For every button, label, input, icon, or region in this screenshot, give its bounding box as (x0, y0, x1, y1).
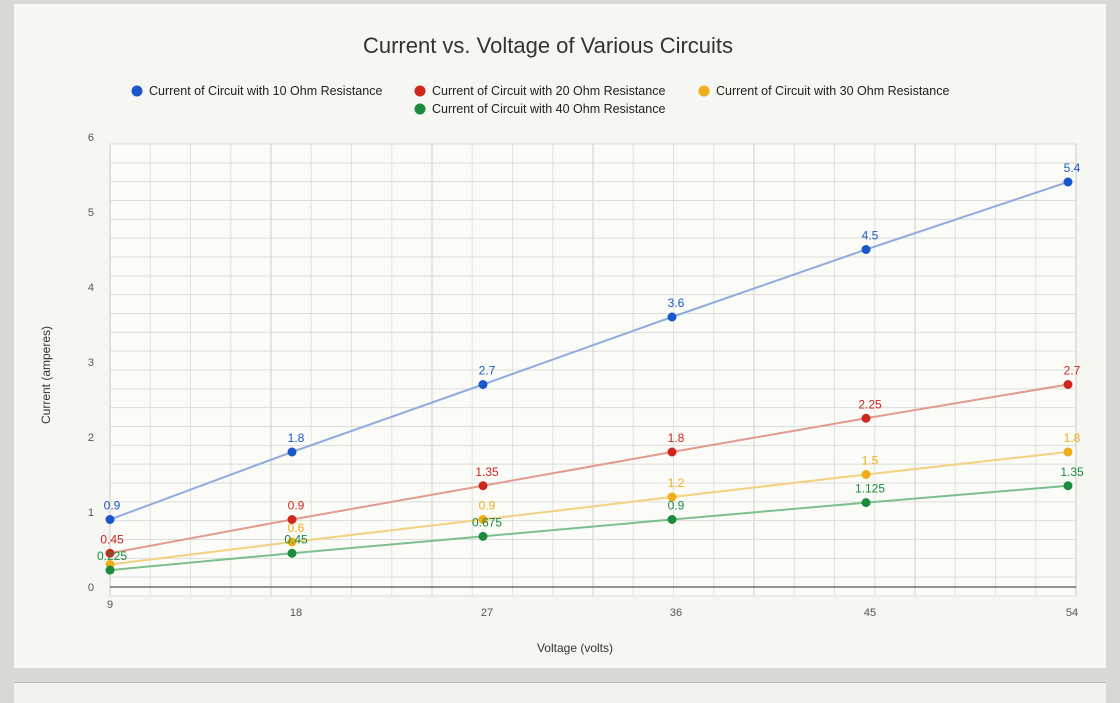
y-tick-label: 0 (88, 582, 94, 594)
legend-marker (131, 85, 143, 97)
data-point (287, 548, 297, 558)
data-label: 1.35 (475, 465, 499, 479)
y-tick-label: 2 (88, 432, 94, 444)
chart-title: Current vs. Voltage of Various Circuits (363, 33, 733, 58)
data-label: 1.8 (1064, 431, 1081, 445)
y-axis-ticks: 0 1 2 3 4 5 6 (88, 132, 94, 594)
legend-label: Current of Circuit with 40 Ohm Resistanc… (432, 102, 665, 116)
data-point (1063, 481, 1073, 491)
legend-label: Current of Circuit with 20 Ohm Resistanc… (432, 84, 665, 98)
data-label: 2.7 (1064, 364, 1081, 378)
data-label: 2.7 (479, 364, 496, 378)
data-label: 0.9 (668, 499, 685, 513)
data-labels: 0.9 1.8 2.7 3.6 4.5 5.4 0.45 0.9 1.35 1.8 2.25 2.7 0… (97, 161, 1084, 563)
x-tick-label: 18 (290, 607, 302, 619)
y-tick-label: 3 (88, 357, 94, 369)
series-line (109, 181, 1069, 521)
series-line (109, 383, 1069, 555)
data-label: 0.6 (288, 521, 305, 535)
data-label: 0.9 (479, 499, 496, 513)
data-point (105, 565, 115, 575)
x-axis-title: Voltage (volts) (537, 641, 613, 655)
data-point (667, 515, 677, 524)
legend-label: Current of Circuit with 10 Ohm Resistanc… (149, 84, 382, 98)
data-label: 3.6 (668, 296, 685, 310)
data-label: 0.675 (472, 515, 502, 529)
legend-marker (414, 103, 426, 115)
data-label: 1.8 (668, 431, 685, 445)
data-point (287, 447, 297, 457)
data-point (105, 515, 115, 524)
legend-marker (414, 85, 426, 97)
legend: Current of Circuit with 10 Ohm Resistanc… (131, 84, 949, 116)
legend-marker (698, 85, 710, 97)
data-point (478, 515, 488, 524)
data-point (667, 447, 677, 457)
data-label: 4.5 (862, 229, 879, 243)
line-chart: Current vs. Voltage of Various Circuits … (39, 33, 1084, 655)
y-axis-title: Current (amperes) (39, 326, 53, 424)
series-points (105, 177, 1073, 575)
data-point (287, 515, 297, 524)
data-point (478, 531, 488, 541)
data-label: 0.45 (284, 532, 308, 546)
y-tick-label: 1 (88, 507, 94, 519)
x-tick-label: 27 (481, 607, 493, 619)
series-lines (109, 181, 1069, 572)
data-point (861, 413, 871, 423)
data-point (478, 481, 488, 491)
legend-label: Current of Circuit with 30 Ohm Resistanc… (716, 84, 949, 98)
data-label: 1.5 (862, 454, 879, 468)
data-point (861, 245, 871, 254)
bottom-panel (14, 682, 1106, 703)
y-tick-label: 5 (88, 207, 94, 219)
series-line (109, 451, 1069, 566)
data-point (1063, 447, 1073, 457)
data-point (861, 470, 871, 479)
chart-card: Current vs. Voltage of Various Circuits … (14, 4, 1106, 668)
data-label: 0.45 (100, 532, 124, 546)
data-point (667, 492, 677, 502)
grid (109, 143, 1077, 597)
x-tick-label: 9 (107, 599, 113, 611)
data-label: 0.9 (288, 499, 305, 513)
data-label: 0.225 (97, 549, 127, 563)
y-tick-label: 4 (88, 282, 94, 294)
data-point (105, 548, 115, 558)
y-tick-label: 6 (88, 132, 94, 144)
data-label: 2.25 (858, 397, 882, 411)
data-point (861, 498, 871, 508)
data-label: 1.2 (668, 476, 685, 490)
data-label: 1.8 (288, 431, 305, 445)
data-point (1063, 177, 1073, 187)
data-label: 0.9 (104, 499, 121, 513)
x-tick-label: 45 (864, 607, 876, 619)
data-point (1063, 380, 1073, 389)
x-axis-ticks: 9 18 27 36 45 54 (107, 599, 1078, 619)
data-label: 5.4 (1064, 161, 1081, 175)
data-point (287, 537, 297, 547)
data-point (478, 380, 488, 389)
data-label: 1.125 (855, 482, 885, 496)
data-label: 1.35 (1060, 465, 1084, 479)
x-tick-label: 36 (670, 607, 682, 619)
series-line (109, 484, 1069, 572)
x-tick-label: 54 (1066, 607, 1078, 619)
data-point (667, 312, 677, 322)
